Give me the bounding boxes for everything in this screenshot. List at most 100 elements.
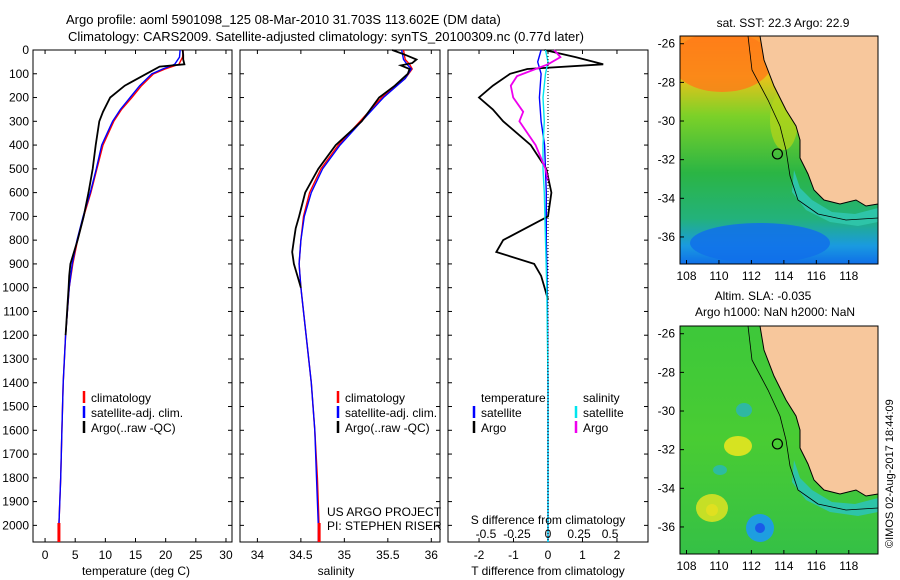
sla-land	[759, 326, 878, 497]
temperature-axis-label: temperature (deg C)	[82, 564, 190, 578]
x-tick-label: 25	[189, 548, 203, 562]
depth-tick-label: 1100	[3, 304, 29, 318]
sst-warm-patch	[680, 36, 772, 92]
sla-low-1	[736, 403, 752, 417]
s-tick-label: -0.25	[503, 527, 531, 541]
legend-label-climatology: climatology	[345, 391, 405, 405]
depth-tick-label: 100	[9, 67, 29, 81]
depth-tick-label: 700	[9, 209, 29, 223]
depth-tick-label: 800	[9, 233, 29, 247]
x-tick-label: 30	[219, 548, 233, 562]
lat-tick-label: -26	[658, 37, 676, 51]
sst-map	[680, 36, 878, 264]
temperature-legend: climatology satellite-adj. clim. Argo(..…	[82, 391, 183, 435]
lon-tick-label: 110	[709, 559, 728, 573]
x-tick-label: 2	[614, 548, 621, 562]
lon-tick-label: 116	[807, 269, 826, 283]
sla-high-core	[706, 504, 718, 516]
s-tick-label: -0.5	[476, 527, 497, 541]
series-line	[298, 49, 413, 542]
depth-tick-label: 1700	[2, 447, 29, 461]
lat-tick-label: -34	[658, 191, 676, 205]
lat-tick-label: -36	[658, 520, 676, 534]
legend-label-t-satellite: satellite	[481, 406, 522, 420]
s-tick-label: 0.25	[567, 527, 591, 541]
lon-tick-label: 114	[774, 559, 793, 573]
sla-map-axes: 108 110 112 114 116 118 -26 -28 -30 -32 -34 -36	[658, 327, 859, 573]
lon-tick-label: 112	[742, 559, 761, 573]
salinity-legend: climatology satellite-adj. clim. Argo(..…	[336, 391, 437, 435]
x-tick-label: 36	[425, 548, 439, 562]
lat-tick-label: -30	[658, 404, 676, 418]
temperature-plot: 0 5 10 15 20 25 30	[42, 49, 233, 562]
series-line	[542, 49, 549, 542]
sla-low-core	[755, 523, 765, 533]
depth-tick-label: 600	[9, 186, 29, 200]
lon-tick-label: 116	[807, 559, 826, 573]
lat-tick-label: -32	[658, 443, 676, 457]
depth-tick-label: 900	[9, 257, 29, 271]
legend-label-t-argo: Argo	[481, 421, 507, 435]
sst-map-axes: 108 110 112 114 116 118 -26 -28 -30 -32 -34 -36	[658, 37, 859, 283]
series-line	[58, 49, 181, 542]
lat-tick-label: -26	[658, 327, 676, 341]
lat-tick-label: -36	[658, 230, 676, 244]
depth-axis: 0 100 200 300 400 500 600 700 800 900 1000 1100 1200…	[2, 43, 648, 532]
lon-tick-label: 110	[709, 269, 728, 283]
x-tick-label: 5	[72, 548, 79, 562]
sst-float-marker	[771, 148, 784, 160]
legend-label-argo: Argo(..raw -QC)	[91, 421, 176, 435]
s-tick-label: 0.5	[602, 527, 619, 541]
sst-depth-contour	[747, 36, 878, 221]
imos-timestamp: ©IMOS 02-Aug-2017 18:44:09	[884, 399, 896, 548]
depth-tick-label: 1400	[2, 376, 29, 390]
depth-tick-label: 300	[9, 114, 29, 128]
lon-tick-label: 108	[676, 559, 696, 573]
legend-label-satellite: satellite-adj. clim.	[91, 406, 183, 420]
sst-map-frame	[679, 35, 879, 265]
legend-label-argo: Argo(..raw -QC)	[345, 421, 430, 435]
x-tick-label: 35.5	[376, 548, 400, 562]
salinity-axis-label: salinity	[318, 564, 355, 578]
lat-tick-label: -28	[658, 365, 676, 379]
sst-map-title: sat. SST: 22.3 Argo: 22.9	[717, 16, 850, 30]
project-credit: US ARGO PROJECT	[327, 505, 442, 519]
salinity-plot: 34 34.5 35 35.5 36	[251, 49, 439, 562]
x-tick-label: 34.5	[289, 548, 313, 562]
sst-cool-patch	[690, 223, 830, 263]
temperature-panel-frame	[32, 49, 233, 543]
lat-tick-label: -28	[658, 75, 676, 89]
sla-float-marker	[771, 438, 784, 450]
series-line	[64, 49, 186, 336]
pi-credit: PI: STEPHEN RISER	[327, 519, 442, 533]
depth-tick-label: 1200	[2, 328, 29, 342]
t-difference-axis-label: T difference from climatology	[471, 564, 625, 578]
lon-tick-label: 114	[774, 269, 793, 283]
sla-map-title-1: Altim. SLA: -0.035	[715, 289, 812, 303]
x-tick-label: 35	[338, 548, 352, 562]
lon-tick-label: 108	[676, 269, 696, 283]
sla-low-3	[713, 465, 727, 475]
x-tick-label: -2	[474, 548, 485, 562]
legend-label-climatology: climatology	[91, 391, 151, 405]
depth-tick-label: 1600	[2, 423, 29, 437]
depth-tick-label: 400	[9, 138, 29, 152]
x-tick-label: 1	[579, 548, 586, 562]
depth-tick-label: 1900	[2, 495, 29, 509]
series-line	[477, 49, 604, 300]
figure-title-line1: Argo profile: aoml 5901098_125 08-Mar-20…	[66, 12, 501, 27]
legend-label-s-satellite: satellite	[583, 406, 624, 420]
sla-shelf-band	[792, 460, 878, 516]
sla-map	[680, 326, 878, 554]
legend-header-salinity: salinity	[583, 391, 620, 405]
sla-map-frame	[679, 325, 879, 555]
salinity-panel-frame	[239, 49, 441, 543]
x-tick-label: 0	[545, 548, 552, 562]
lat-tick-label: -34	[658, 481, 676, 495]
depth-tick-label: 2000	[2, 518, 29, 532]
depth-tick-label: 200	[9, 91, 29, 105]
depth-tick-label: 1000	[2, 281, 29, 295]
lat-tick-label: -30	[658, 114, 676, 128]
